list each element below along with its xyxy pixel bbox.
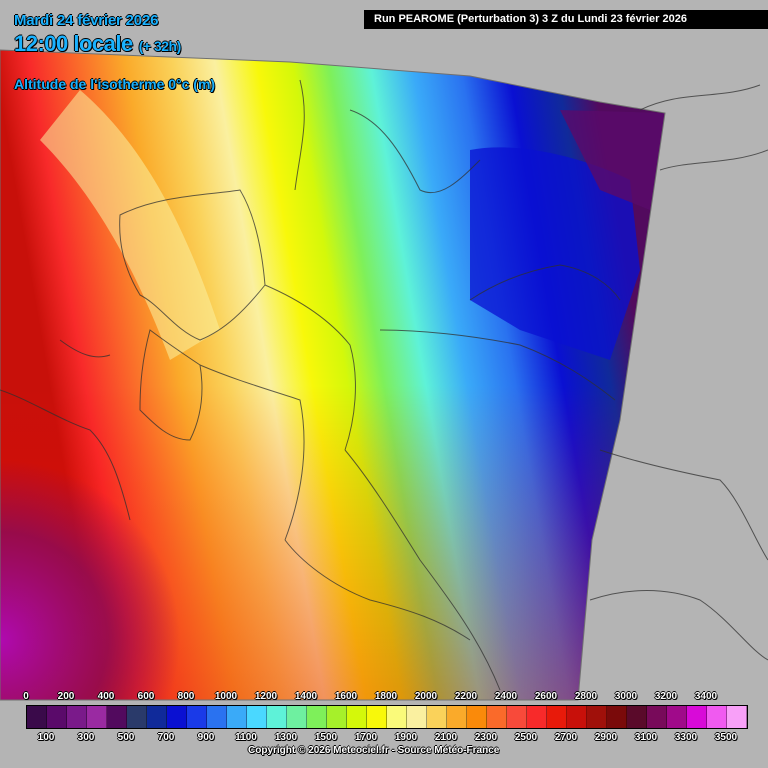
forecast-date: Mardi 24 février 2026 xyxy=(14,12,159,29)
legend-swatch xyxy=(247,706,267,728)
legend-swatch xyxy=(47,706,67,728)
legend-bottom-label: 700 xyxy=(157,732,175,743)
legend-bottom-label: 2900 xyxy=(594,732,618,743)
legend-swatch xyxy=(127,706,147,728)
legend-swatch xyxy=(627,706,647,728)
lead-time: (+ 32h) xyxy=(138,38,182,54)
legend-top-label: 1600 xyxy=(334,691,358,702)
legend-top-label: 2400 xyxy=(494,691,518,702)
legend-top-label: 1200 xyxy=(254,691,278,702)
legend-bottom-label: 1500 xyxy=(314,732,338,743)
legend-bottom-label: 300 xyxy=(77,732,95,743)
model-field xyxy=(0,50,665,700)
legend-swatch xyxy=(507,706,527,728)
legend-swatch xyxy=(307,706,327,728)
legend-swatch xyxy=(527,706,547,728)
legend-swatch xyxy=(147,706,167,728)
legend-bottom-label: 3100 xyxy=(634,732,658,743)
legend-swatch xyxy=(107,706,127,728)
legend-swatch xyxy=(407,706,427,728)
legend-top-label: 3400 xyxy=(694,691,718,702)
legend-bottom-label: 900 xyxy=(197,732,215,743)
legend-top-label: 1800 xyxy=(374,691,398,702)
legend-top-label: 200 xyxy=(57,691,75,702)
legend-swatch xyxy=(327,706,347,728)
legend-bottom-label: 100 xyxy=(37,732,55,743)
legend-swatch xyxy=(447,706,467,728)
legend-bottom-label: 2300 xyxy=(474,732,498,743)
legend-top-label: 3000 xyxy=(614,691,638,702)
legend-swatch xyxy=(347,706,367,728)
legend-swatch xyxy=(427,706,447,728)
legend-swatch xyxy=(727,706,747,728)
legend-swatch xyxy=(487,706,507,728)
legend-bottom-label: 1900 xyxy=(394,732,418,743)
legend-bottom-label: 500 xyxy=(117,732,135,743)
legend-bottom-label: 1100 xyxy=(235,732,257,743)
legend-bottom-label: 1700 xyxy=(354,732,378,743)
legend-swatch xyxy=(667,706,687,728)
legend-swatch xyxy=(267,706,287,728)
legend-top-label: 400 xyxy=(97,691,115,702)
legend-bottom-label: 2500 xyxy=(514,732,538,743)
legend-swatch xyxy=(287,706,307,728)
legend-top-label: 600 xyxy=(137,691,155,702)
legend-swatch xyxy=(187,706,207,728)
legend-bottom-label: 1300 xyxy=(274,732,298,743)
legend-bottom-label: 2700 xyxy=(554,732,578,743)
borders xyxy=(0,79,768,691)
legend-bottom-label: 3300 xyxy=(674,732,698,743)
domain-outline xyxy=(0,49,666,701)
legend-swatch xyxy=(227,706,247,728)
legend-swatch xyxy=(647,706,667,728)
legend-color-scale xyxy=(26,705,748,729)
forecast-time: 12:00 locale (+ 32h) xyxy=(14,31,181,57)
color-legend: 0 200 400 600 800 1000 1200 1400 1600 1800 2000 220… xyxy=(0,688,768,768)
legend-swatch xyxy=(567,706,587,728)
legend-swatch xyxy=(467,706,487,728)
legend-swatch xyxy=(607,706,627,728)
legend-top-label: 3200 xyxy=(654,691,678,702)
legend-top-label: 2800 xyxy=(574,691,598,702)
parameter-title: Altitude de l'isotherme 0°c (m) xyxy=(14,76,216,92)
legend-swatch xyxy=(547,706,567,728)
legend-swatch xyxy=(707,706,727,728)
header: Mardi 24 février 2026 12:00 locale (+ 32h… xyxy=(14,12,181,57)
legend-swatch xyxy=(167,706,187,728)
legend-swatch xyxy=(87,706,107,728)
copyright: Copyright © 2026 Meteociel.fr - Source M… xyxy=(248,745,500,756)
legend-top-label: 1000 xyxy=(214,691,238,702)
legend-top-label: 2600 xyxy=(534,691,558,702)
legend-top-label: 2000 xyxy=(414,691,438,702)
local-time: 12:00 locale xyxy=(14,31,133,56)
legend-bottom-label: 2100 xyxy=(434,732,458,743)
legend-swatch xyxy=(687,706,707,728)
legend-top-label: 800 xyxy=(177,691,195,702)
run-banner: Run PEAROME (Perturbation 3) 3 Z du Lund… xyxy=(364,10,768,29)
legend-swatch xyxy=(207,706,227,728)
legend-top-label: 2200 xyxy=(454,691,478,702)
legend-bottom-label: 3500 xyxy=(714,732,738,743)
legend-swatch xyxy=(587,706,607,728)
legend-swatch xyxy=(67,706,87,728)
legend-swatch xyxy=(387,706,407,728)
legend-top-label: 0 xyxy=(23,691,29,702)
legend-top-label: 1400 xyxy=(294,691,318,702)
legend-swatch xyxy=(367,706,387,728)
legend-swatch xyxy=(27,706,47,728)
